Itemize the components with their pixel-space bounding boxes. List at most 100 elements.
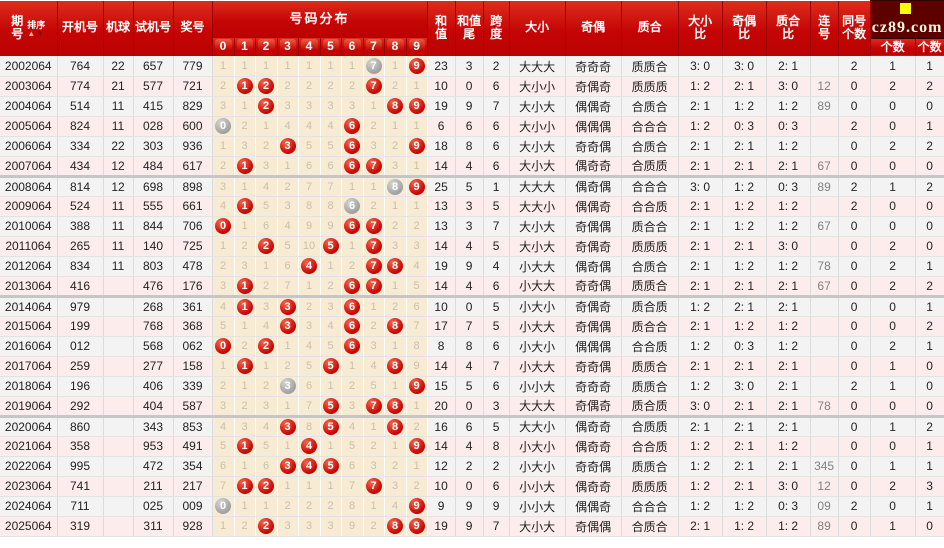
- digit-cell: 5: [320, 396, 342, 418]
- size-ratio-cell: 2: 1: [678, 276, 723, 298]
- parity-cell: 偶奇奇: [565, 436, 622, 457]
- consecutive-cell: 78: [810, 256, 839, 277]
- digit-cell: 5: [255, 196, 278, 217]
- span-cell: 7: [483, 216, 510, 237]
- sort-widget[interactable]: 排序 ▲▼: [27, 20, 46, 39]
- same-number-count-cell: 2: [838, 56, 871, 77]
- header-consecutive: 连号: [810, 0, 839, 57]
- size-ratio-cell: 1: 2: [678, 496, 723, 517]
- same-number-count-cell: 0: [838, 156, 871, 178]
- sort-asc-icon[interactable]: ▲: [27, 29, 37, 39]
- test-number-cell: 303: [133, 136, 174, 157]
- open-number-cell: 434: [57, 156, 104, 178]
- prime-cell: 合质合: [621, 256, 679, 277]
- count1-cell: 1: [870, 516, 916, 537]
- win-digit-ball: 9: [408, 178, 425, 195]
- digit-cell: 1: [406, 156, 428, 178]
- size-cell: 大大小: [509, 416, 566, 437]
- consecutive-cell: 89: [810, 516, 839, 537]
- period-cell: 2018064: [0, 376, 58, 397]
- span-cell: 6: [483, 156, 510, 178]
- digit-cell: 1: [234, 356, 256, 377]
- digit-cell: 5: [298, 136, 321, 157]
- win-digit-ball: 5: [322, 238, 339, 255]
- period-cell: 2019064: [0, 396, 58, 418]
- sum-tail-cell: 4: [455, 156, 484, 178]
- prime-cell: 质合质: [621, 396, 679, 418]
- digit-cell: 6: [406, 296, 428, 317]
- count2-cell: 0: [915, 236, 944, 257]
- parity-cell: 奇奇偶: [565, 456, 622, 477]
- digit-cell: 1: [212, 136, 235, 157]
- count1-cell: 2: [870, 236, 916, 257]
- sum-tail-cell: 6: [455, 416, 484, 437]
- size-cell: 大小大: [509, 156, 566, 178]
- sum-tail-cell: 6: [455, 116, 484, 137]
- site-logo[interactable]: cz89.com: [869, 0, 944, 39]
- count1-cell: 0: [870, 216, 916, 237]
- header-digit-3: 3: [277, 38, 299, 57]
- digit-cell: 5: [320, 416, 342, 437]
- table-row: 2008064 814 12 698 898 3 1 4 2 7 7 1 1 8 9 25 5 1 大大大 偶奇偶 合合…: [0, 176, 944, 197]
- size-ratio-cell: 3: 0: [678, 56, 723, 77]
- count2-cell: 1: [915, 456, 944, 477]
- parity-ratio-cell: 1: 2: [722, 96, 767, 117]
- open-number-cell: 292: [57, 396, 104, 418]
- consecutive-cell: 67: [810, 276, 839, 298]
- digit-cell: 5: [298, 356, 321, 377]
- consecutive-cell: [810, 316, 839, 337]
- span-cell: 5: [483, 196, 510, 217]
- digit-cell: 1: [406, 116, 428, 137]
- count1-cell: 1: [870, 176, 916, 197]
- parity-cell: 偶奇奇: [565, 416, 622, 437]
- digit-cell: 5: [255, 436, 278, 457]
- table-row: 2017064 259 277 158 1 1 1 2 5 5 1 4 8 9 14 4 7 小大大 奇奇偶 质质合 2…: [0, 356, 944, 377]
- size-ratio-cell: 1: 2: [678, 336, 723, 357]
- header-prime: 质合: [621, 0, 679, 57]
- sum-tail-cell: 3: [455, 216, 484, 237]
- digit-cell: 2: [320, 496, 342, 517]
- size-ratio-cell: 3: 0: [678, 396, 723, 418]
- prime-ratio-cell: 1: 2: [766, 216, 811, 237]
- parity-ratio-cell: 2: 1: [722, 156, 767, 178]
- table-row: 2022064 995 472 354 6 1 6 3 4 5 6 3 2 1 12 2 2 小大小 奇奇偶 质质合 1…: [0, 456, 944, 477]
- sum-tail-cell: 2: [455, 456, 484, 477]
- span-cell: 4: [483, 256, 510, 277]
- span-cell: 6: [483, 336, 510, 357]
- win-digit-ball: 6: [344, 298, 360, 315]
- win-digit-ball: 8: [387, 518, 403, 535]
- span-cell: 3: [483, 396, 510, 418]
- size-ratio-cell: 2: 1: [678, 96, 723, 117]
- sum-cell: 20: [427, 396, 456, 418]
- parity-cell: 偶偶奇: [565, 196, 622, 217]
- prime-cell: 质质合: [621, 376, 679, 397]
- same-number-count-cell: 0: [838, 256, 871, 277]
- digit-cell: 1: [234, 216, 256, 237]
- digit-cell: 2: [255, 136, 278, 157]
- open-number-cell: 334: [57, 136, 104, 157]
- count2-cell: 1: [915, 256, 944, 277]
- digit-cell: 3: [384, 156, 407, 178]
- digit-cell: 2: [298, 496, 321, 517]
- span-cell: 8: [483, 436, 510, 457]
- same-number-count-cell: 0: [838, 436, 871, 457]
- prime-cell: 合质质: [621, 156, 679, 178]
- digit-cell: 3: [277, 516, 299, 537]
- open-number-cell: 764: [57, 56, 104, 77]
- sort-desc-icon[interactable]: ▼: [36, 29, 46, 39]
- digit-cell: 3: [234, 136, 256, 157]
- period-cell: 2006064: [0, 136, 58, 157]
- count1-cell: 2: [870, 256, 916, 277]
- digit-cell: 1: [384, 276, 407, 298]
- machine-ball-cell: [103, 416, 134, 437]
- parity-cell: 奇偶奇: [565, 296, 622, 317]
- size-ratio-cell: 1: 2: [678, 456, 723, 477]
- digit-cell: 2: [234, 516, 256, 537]
- machine-ball-cell: 12: [103, 176, 134, 197]
- machine-ball-cell: [103, 516, 134, 537]
- win-digit-ball: 9: [408, 138, 425, 155]
- digit-cell: 7: [363, 396, 385, 418]
- digit-cell: 6: [341, 196, 364, 217]
- span-cell: 6: [483, 276, 510, 298]
- digit-cell: 1: [363, 176, 385, 197]
